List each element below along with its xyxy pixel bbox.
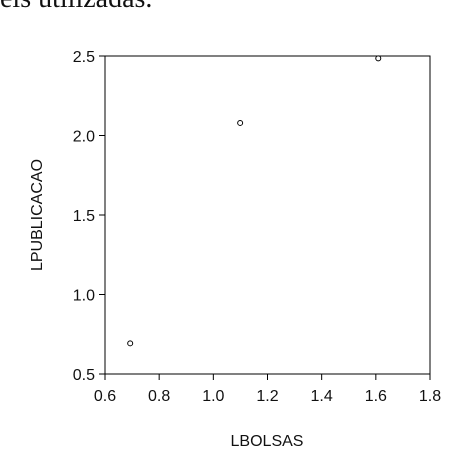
x-tick-label: 0.8 bbox=[148, 388, 170, 405]
x-tick-label: 1.6 bbox=[365, 388, 387, 405]
x-axis-tick-labels: 0.6 0.8 1.0 1.2 1.4 1.6 1.8 bbox=[94, 388, 441, 405]
x-tick-label: 1.2 bbox=[256, 388, 278, 405]
scatter-point bbox=[127, 340, 134, 347]
x-tick-label: 1.4 bbox=[311, 388, 333, 405]
x-tick-label: 0.6 bbox=[94, 388, 116, 405]
y-tick-label: 1.0 bbox=[73, 288, 95, 305]
x-axis-label: LBOLSAS bbox=[231, 433, 304, 450]
y-tick-label: 1.5 bbox=[73, 208, 95, 225]
scatter-point bbox=[237, 119, 244, 126]
y-tick-label: 0.5 bbox=[73, 367, 95, 384]
plot-frame bbox=[104, 55, 431, 375]
scatter-point bbox=[375, 55, 382, 62]
scatter-points bbox=[127, 55, 382, 347]
x-axis-ticks bbox=[104, 374, 431, 380]
x-tick-label: 1.0 bbox=[202, 388, 224, 405]
y-axis-label: LPUBLICACAO bbox=[29, 159, 46, 271]
x-tick-label: 1.8 bbox=[419, 388, 441, 405]
top-text-fragment: eis utilizadas. bbox=[0, 0, 152, 15]
y-axis-ticks bbox=[99, 55, 105, 375]
y-tick-label: 2.5 bbox=[73, 49, 95, 66]
y-tick-label: 2.0 bbox=[73, 129, 95, 146]
y-axis-tick-labels: 0.5 1.0 1.5 2.0 2.5 bbox=[73, 49, 95, 384]
